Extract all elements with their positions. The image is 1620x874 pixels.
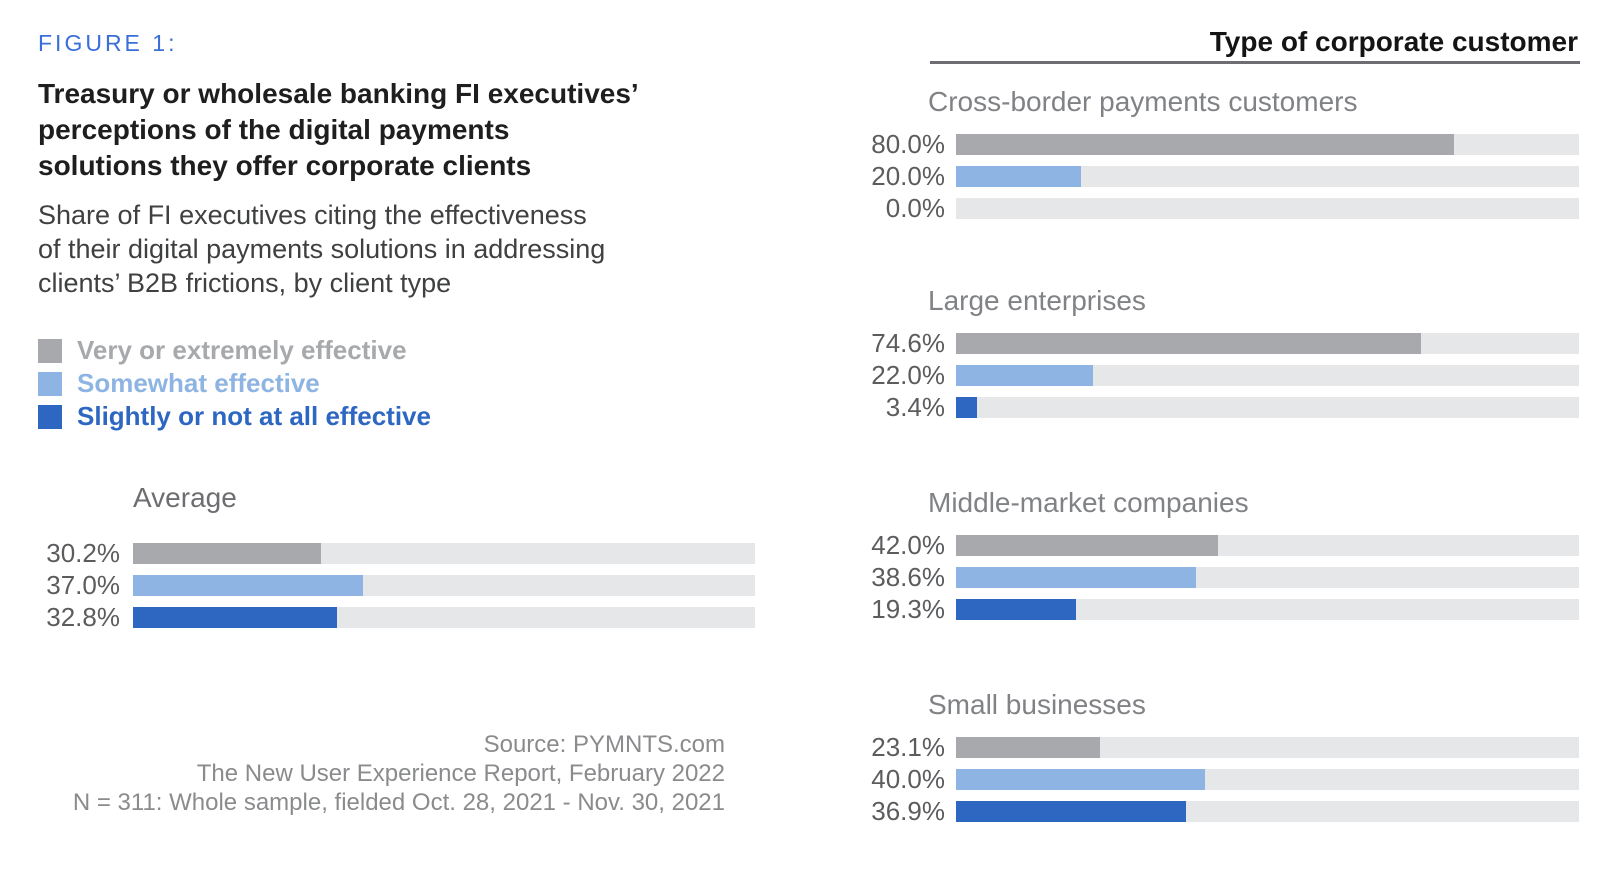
- figure-title: Treasury or wholesale banking FI executi…: [38, 76, 639, 184]
- group-title: Average: [133, 482, 237, 513]
- bar-row: 3.4%: [855, 392, 1579, 422]
- bar-track: [956, 397, 1579, 418]
- value-label: 36.9%: [871, 796, 945, 826]
- value-label: 19.3%: [871, 594, 945, 624]
- figure-subtitle: Share of FI executives citing the effect…: [38, 198, 605, 300]
- bar-fill: [956, 599, 1077, 620]
- value-label: 32.8%: [46, 602, 120, 632]
- bar-row: 30.2%: [32, 538, 755, 568]
- bar-row: 0.0%: [855, 193, 1579, 223]
- figure-subtitle-line: clients’ B2B frictions, by client type: [38, 268, 452, 298]
- bar-track: [956, 801, 1579, 822]
- bar-track: [133, 575, 755, 596]
- source-line: Source: PYMNTS.com: [483, 731, 725, 758]
- bar-row: 22.0%: [855, 360, 1579, 390]
- figure-number-label: FIGURE 1:: [38, 30, 178, 56]
- bar-track: [956, 737, 1579, 758]
- bar-row: 40.0%: [855, 764, 1579, 794]
- group-title: Small businesses: [928, 689, 1146, 720]
- legend-label: Slightly or not at all effective: [77, 401, 431, 431]
- bar-group-small-businesses: Small businesses 23.1% 40.0% 36.9%: [855, 689, 1579, 833]
- header-underline: [930, 61, 1580, 64]
- legend-item-slightly-effective: Slightly or not at all effective: [38, 401, 431, 431]
- value-label: 0.0%: [885, 193, 945, 223]
- legend-item-very-effective: Very or extremely effective: [38, 335, 431, 365]
- bar-fill: [133, 543, 321, 564]
- bar-fill: [133, 575, 364, 596]
- bar-fill: [956, 535, 1218, 556]
- right-column-header: Type of corporate customer: [1209, 26, 1578, 57]
- bar-row: 23.1%: [855, 732, 1579, 762]
- bar-track: [956, 769, 1579, 790]
- bar-track: [956, 134, 1579, 155]
- bar-track: [956, 599, 1579, 620]
- value-label: 22.0%: [871, 360, 945, 390]
- source-line: N = 311: Whole sample, fielded Oct. 28, …: [72, 789, 725, 816]
- legend-swatch-icon: [38, 404, 62, 429]
- figure-title-line: Treasury or wholesale banking FI executi…: [38, 78, 639, 109]
- bar-fill: [956, 166, 1081, 187]
- bar-group-cross-border: Cross-border payments customers 80.0% 20…: [855, 86, 1579, 230]
- legend-item-somewhat-effective: Somewhat effective: [38, 368, 431, 398]
- legend: Very or extremely effective Somewhat eff…: [38, 335, 431, 437]
- legend-label: Very or extremely effective: [77, 335, 407, 365]
- group-title: Middle-market companies: [928, 487, 1249, 518]
- bar-row: 38.6%: [855, 562, 1579, 592]
- bar-group-middle-market: Middle-market companies 42.0% 38.6% 19.3…: [855, 487, 1579, 631]
- value-label: 3.4%: [885, 392, 945, 422]
- bar-group-large-enterprises: Large enterprises 74.6% 22.0% 3.4%: [855, 285, 1579, 429]
- bar-fill: [956, 567, 1197, 588]
- bar-fill: [133, 607, 338, 628]
- group-title: Cross-border payments customers: [928, 86, 1358, 117]
- bar-row: 36.9%: [855, 796, 1579, 826]
- value-label: 38.6%: [871, 562, 945, 592]
- bar-fill: [956, 333, 1421, 354]
- value-label: 40.0%: [871, 764, 945, 794]
- value-label: 74.6%: [871, 328, 945, 358]
- bar-track: [956, 198, 1579, 219]
- value-label: 37.0%: [46, 570, 120, 600]
- bar-track: [956, 333, 1579, 354]
- bar-row: 80.0%: [855, 129, 1579, 159]
- group-title: Large enterprises: [928, 285, 1146, 316]
- bar-group-average: Average 30.2% 37.0% 32.8%: [32, 482, 755, 639]
- figure-subtitle-line: of their digital payments solutions in a…: [38, 234, 606, 264]
- value-label: 30.2%: [46, 538, 120, 568]
- bar-track: [133, 543, 755, 564]
- bar-track: [956, 535, 1579, 556]
- bar-fill: [956, 801, 1186, 822]
- bar-fill: [956, 397, 978, 418]
- bar-track: [133, 607, 755, 628]
- legend-label: Somewhat effective: [77, 368, 320, 398]
- bar-fill: [956, 737, 1100, 758]
- bar-track: [956, 166, 1579, 187]
- bar-row: 32.8%: [32, 602, 755, 632]
- bar-row: 74.6%: [855, 328, 1579, 358]
- figure-title-line: solutions they offer corporate clients: [38, 150, 532, 181]
- value-label: 23.1%: [871, 732, 945, 762]
- legend-swatch-icon: [38, 338, 62, 363]
- bar-fill: [956, 769, 1206, 790]
- figure-subtitle-line: Share of FI executives citing the effect…: [38, 200, 587, 230]
- bar-track: [956, 567, 1579, 588]
- value-label: 20.0%: [871, 161, 945, 191]
- bar-row: 19.3%: [855, 594, 1579, 624]
- figure-title-line: perceptions of the digital payments: [38, 114, 510, 145]
- bar-row: 42.0%: [855, 530, 1579, 560]
- legend-swatch-icon: [38, 371, 62, 396]
- value-label: 42.0%: [871, 530, 945, 560]
- source-note: Source: PYMNTS.com The New User Experien…: [38, 730, 725, 817]
- bar-row: 37.0%: [32, 570, 755, 600]
- value-label: 80.0%: [871, 129, 945, 159]
- source-line: The New User Experience Report, February…: [196, 760, 725, 787]
- bar-track: [956, 365, 1579, 386]
- bar-fill: [956, 365, 1094, 386]
- bar-fill: [956, 134, 1455, 155]
- bar-row: 20.0%: [855, 161, 1579, 191]
